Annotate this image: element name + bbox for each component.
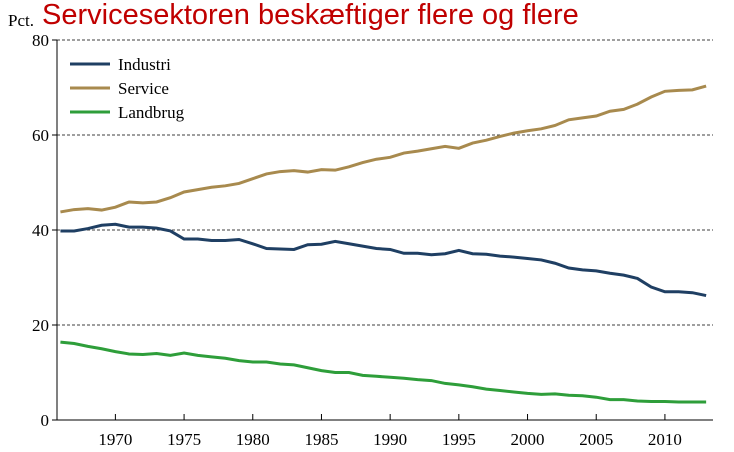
series-line xyxy=(60,84,707,214)
y-tick-label: 80 xyxy=(32,31,49,50)
legend-label: Service xyxy=(118,79,169,98)
y-tick-label: 20 xyxy=(32,316,49,335)
legend-label: Industri xyxy=(118,55,171,74)
x-tick-label: 1980 xyxy=(236,430,270,449)
x-tick-label: 1990 xyxy=(373,430,407,449)
x-tick-label: 1995 xyxy=(442,430,476,449)
x-tick-label: 1985 xyxy=(304,430,338,449)
x-tick-label: 1970 xyxy=(98,430,132,449)
series-line xyxy=(60,340,707,404)
y-tick-label: 0 xyxy=(41,411,50,430)
x-tick-label: 2005 xyxy=(579,430,613,449)
chart-title: Servicesektoren beskæftiger flere og fle… xyxy=(42,0,579,31)
y-tick-label: 60 xyxy=(32,126,49,145)
legend-label: Landbrug xyxy=(118,103,185,122)
x-tick-label: 2010 xyxy=(648,430,682,449)
y-axis-label: Pct. xyxy=(8,11,34,30)
y-tick-label: 40 xyxy=(32,221,49,240)
series-line xyxy=(60,222,707,298)
x-tick-label: 2000 xyxy=(511,430,545,449)
x-tick-label: 1975 xyxy=(167,430,201,449)
